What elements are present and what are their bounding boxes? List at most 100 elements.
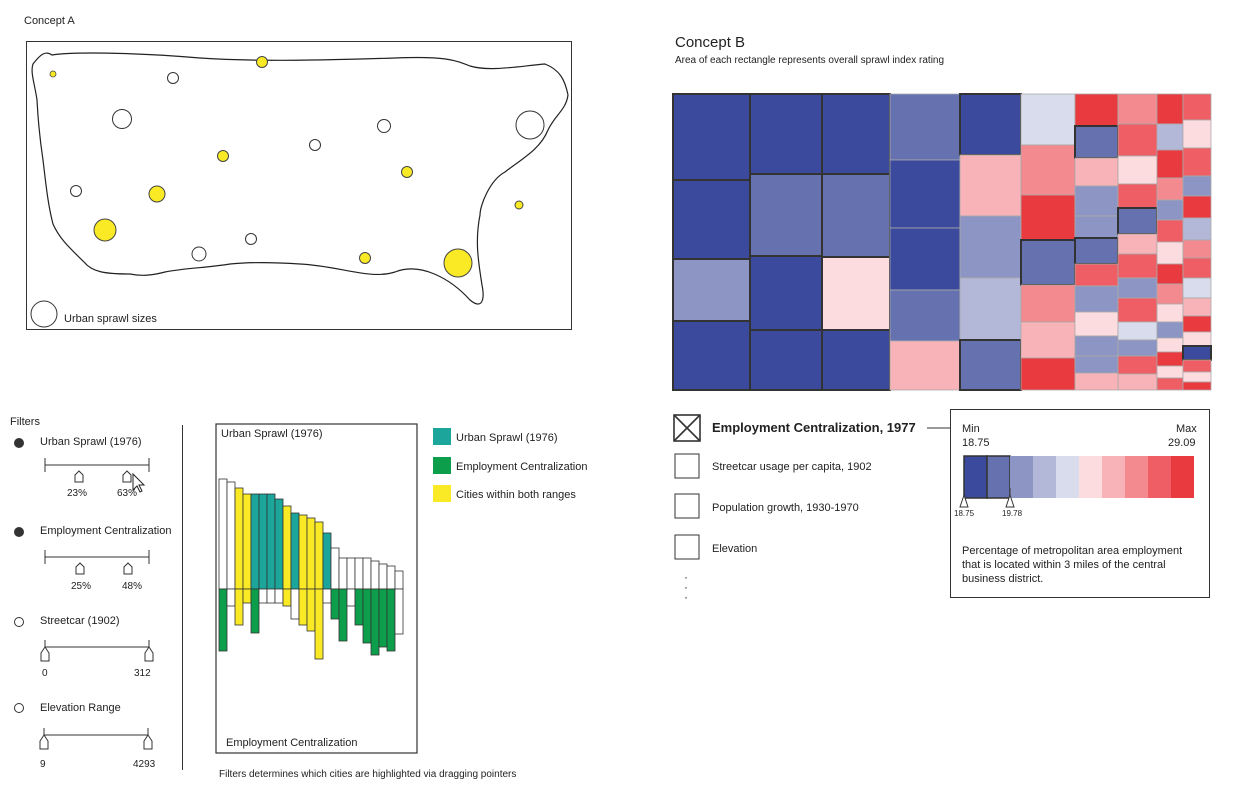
scale-pointer bbox=[1005, 493, 1015, 508]
treemap-cell bbox=[821, 173, 891, 258]
bar-bottom bbox=[250, 588, 260, 634]
chart-bottom-label: Employment Centralization bbox=[226, 737, 358, 749]
variable-label[interactable]: Population growth, 1930-1970 bbox=[712, 502, 859, 514]
slider-pointer bbox=[122, 470, 132, 483]
bar-bottom bbox=[378, 588, 388, 648]
bar-chart-frame bbox=[215, 423, 418, 754]
filter-sliders bbox=[39, 458, 154, 750]
treemap-cell bbox=[1156, 93, 1184, 125]
treemap-cell bbox=[1074, 285, 1119, 313]
bar-bottom bbox=[258, 588, 268, 604]
variable-label[interactable]: Elevation bbox=[712, 543, 758, 555]
filter-label[interactable]: Elevation Range bbox=[40, 702, 121, 714]
bar-bottom bbox=[370, 588, 380, 656]
concept-b-title: Concept B bbox=[675, 34, 746, 51]
filter-label[interactable]: Employment Centralization bbox=[40, 525, 172, 537]
treemap-cell bbox=[959, 339, 1022, 391]
treemap-cell bbox=[1117, 207, 1158, 235]
treemap-cell bbox=[959, 154, 1022, 217]
filter-inactive-dot bbox=[14, 617, 24, 627]
filter-min-value: 23% bbox=[67, 488, 88, 499]
treemap-cell bbox=[821, 256, 891, 331]
treemap-cell bbox=[1074, 372, 1119, 391]
slider-pointer bbox=[40, 646, 50, 662]
treemap bbox=[672, 93, 1212, 391]
scale-max-label: Max bbox=[1176, 423, 1197, 435]
city-circle bbox=[148, 185, 166, 203]
slider-pointer bbox=[144, 646, 154, 662]
treemap-cell bbox=[1156, 365, 1184, 379]
bar-top bbox=[218, 478, 228, 590]
treemap-cell bbox=[1117, 297, 1158, 323]
filter-min-value: 25% bbox=[71, 581, 92, 592]
bar-top bbox=[354, 557, 364, 590]
bar-bottom bbox=[298, 588, 308, 626]
bar-bottom bbox=[274, 588, 284, 604]
bar-top bbox=[314, 521, 324, 590]
treemap-cell bbox=[1020, 144, 1076, 196]
treemap-cell bbox=[959, 215, 1022, 279]
treemap-cell bbox=[1020, 194, 1076, 241]
divider bbox=[182, 425, 183, 770]
filter-label[interactable]: Streetcar (1902) bbox=[40, 615, 120, 627]
treemap-cell bbox=[1182, 345, 1212, 361]
treemap-cell bbox=[1020, 321, 1076, 359]
map-legend-circle bbox=[30, 300, 58, 328]
filter-max-value: 63% bbox=[117, 488, 138, 499]
bar-bottom bbox=[242, 588, 252, 604]
bar-bottom bbox=[290, 588, 300, 620]
treemap-cell bbox=[1182, 381, 1212, 391]
bar-bottom bbox=[346, 588, 356, 607]
treemap-cell bbox=[1074, 237, 1119, 265]
variable-label[interactable]: Streetcar usage per capita, 1902 bbox=[712, 461, 872, 473]
bar-bottom bbox=[354, 588, 364, 626]
treemap-cell bbox=[672, 258, 751, 322]
city-circle bbox=[256, 56, 268, 68]
treemap-cell bbox=[889, 93, 961, 161]
slider-pointer bbox=[75, 562, 85, 575]
treemap-cell bbox=[1117, 355, 1158, 375]
city-circle bbox=[443, 248, 473, 278]
treemap-cell bbox=[889, 159, 961, 229]
treemap-cell bbox=[1117, 339, 1158, 357]
treemap-cell bbox=[749, 173, 823, 257]
treemap-cell bbox=[749, 255, 823, 331]
bar-bottom bbox=[338, 588, 348, 642]
scale-swatch bbox=[1010, 456, 1033, 498]
scale-swatch bbox=[1171, 456, 1194, 498]
treemap-cell bbox=[1182, 297, 1212, 317]
map-legend-label: Urban sprawl sizes bbox=[64, 313, 157, 325]
concept-a-title: Concept A bbox=[24, 15, 75, 27]
treemap-cell bbox=[749, 93, 823, 175]
legend-swatch-teal bbox=[433, 428, 451, 445]
checkbox bbox=[674, 453, 700, 479]
treemap-cell bbox=[1074, 263, 1119, 287]
treemap-cell bbox=[1156, 321, 1184, 339]
treemap-cell bbox=[1020, 357, 1076, 391]
bar-top bbox=[394, 570, 404, 590]
treemap-cell bbox=[1182, 175, 1212, 197]
bar-top bbox=[250, 493, 260, 590]
scale-swatch bbox=[1148, 456, 1171, 498]
treemap-cell bbox=[1156, 283, 1184, 305]
pointer-low-value: 18.75 bbox=[954, 509, 975, 518]
filter-label[interactable]: Urban Sprawl (1976) bbox=[40, 436, 142, 448]
treemap-cell bbox=[1117, 233, 1158, 255]
variable-label-selected[interactable]: Employment Centralization, 1977 bbox=[712, 420, 916, 435]
city-circle bbox=[217, 150, 229, 162]
city-circle bbox=[245, 233, 257, 245]
scale-min-label: Min bbox=[962, 423, 980, 435]
scale-swatch bbox=[1079, 456, 1102, 498]
scale-pointer bbox=[959, 493, 969, 508]
treemap-cell bbox=[821, 93, 891, 175]
scale-info-box bbox=[950, 409, 1210, 598]
city-circle bbox=[93, 218, 117, 242]
treemap-cell bbox=[672, 320, 751, 391]
treemap-cell bbox=[1117, 321, 1158, 341]
filter-max-value: 312 bbox=[134, 668, 151, 679]
bar-top bbox=[290, 512, 300, 590]
filter-inactive-dot bbox=[14, 703, 24, 713]
bar-top bbox=[306, 517, 316, 590]
legend-label: Employment Centralization bbox=[456, 461, 588, 473]
